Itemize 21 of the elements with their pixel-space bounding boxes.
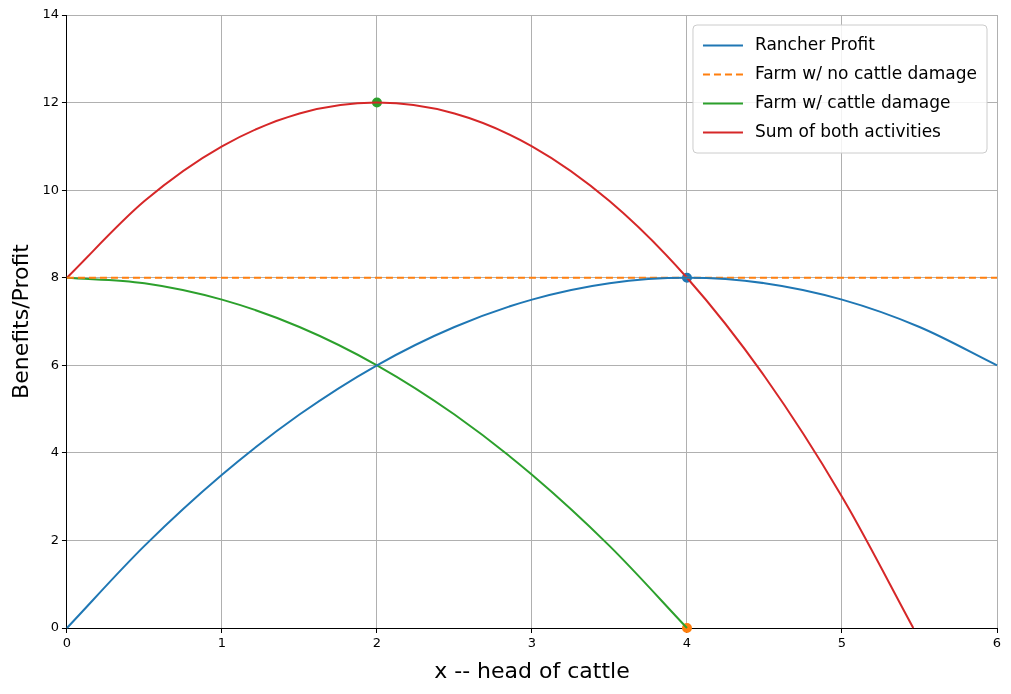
y-axis-title: Benefits/Profit bbox=[7, 243, 33, 399]
x-tick-label: 2 bbox=[372, 635, 382, 651]
legend-label: Farm w/ cattle damage bbox=[754, 91, 951, 112]
x-tick-label: 0 bbox=[62, 635, 72, 651]
y-tick-label: 8 bbox=[50, 269, 59, 285]
x-tick-label: 6 bbox=[992, 635, 1002, 651]
legend-label: Farm w/ no cattle damage bbox=[754, 62, 978, 83]
y-tick-label: 6 bbox=[50, 356, 59, 372]
x-tick-label: 3 bbox=[527, 635, 537, 651]
y-tick-label: 14 bbox=[42, 6, 59, 22]
y-tick-label: 0 bbox=[50, 619, 59, 635]
y-tick-label: 12 bbox=[42, 93, 59, 109]
y-tick-label: 4 bbox=[50, 444, 59, 460]
x-tick-label: 1 bbox=[217, 635, 227, 651]
legend-label: Sum of both activities bbox=[754, 120, 942, 141]
y-tick-label: 2 bbox=[50, 531, 59, 547]
x-axis-title: x -- head of cattle bbox=[434, 657, 630, 683]
x-tick-label: 5 bbox=[837, 635, 847, 651]
legend-label: Rancher Profit bbox=[754, 33, 876, 54]
y-tick-label: 10 bbox=[42, 181, 59, 197]
x-tick-label: 4 bbox=[682, 635, 692, 651]
